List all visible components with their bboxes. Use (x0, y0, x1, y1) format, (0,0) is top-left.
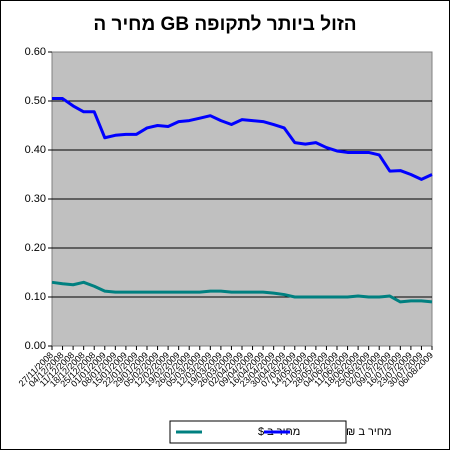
chart-title: מחיר ה GB הזול ביותר לתקופה (93, 14, 356, 35)
y-tick-label: 0.20 (25, 242, 46, 254)
y-tick-label: 0.50 (25, 95, 46, 107)
y-tick-label: 0.40 (25, 144, 46, 156)
series-line (51, 280, 433, 304)
series-line (52, 97, 433, 181)
y-tick-label: 0.30 (25, 193, 46, 205)
y-tick-label: 0.60 (25, 46, 46, 58)
y-tick-label: 0.00 (25, 340, 46, 352)
legend-label: מחיר ב ₪ (346, 426, 392, 438)
y-tick-label: 0.10 (25, 291, 46, 303)
legend-box (169, 420, 347, 444)
